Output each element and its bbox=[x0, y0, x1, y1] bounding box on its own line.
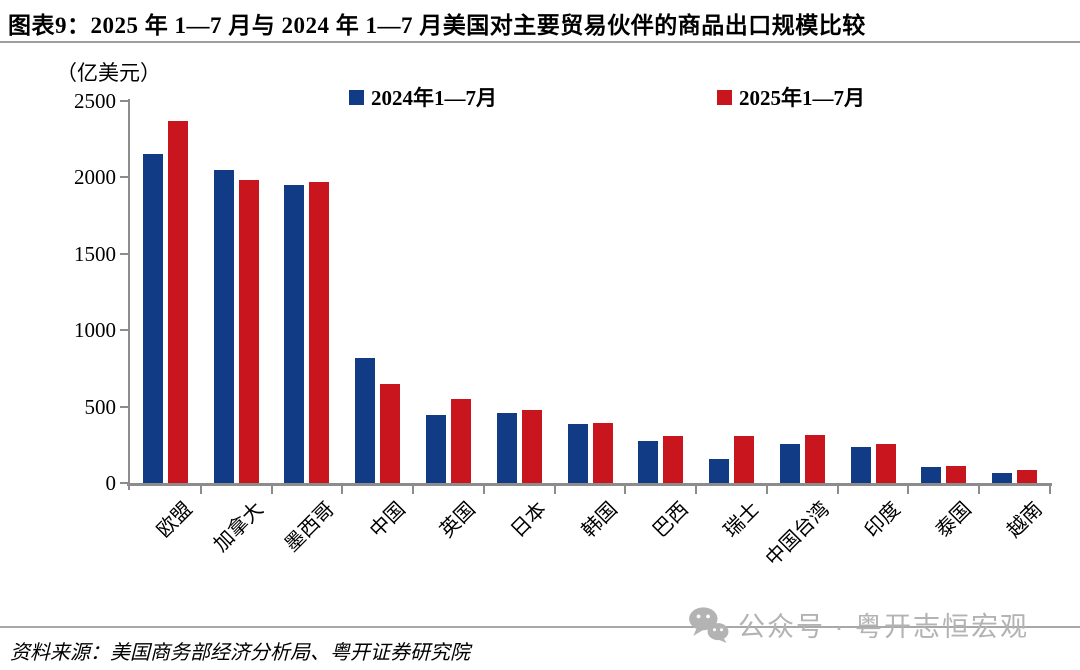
bar-2024年1—7月-英国 bbox=[425, 415, 446, 483]
watermark-text: 公众号 · 粤开志恒宏观 bbox=[738, 612, 1029, 642]
y-axis-tick bbox=[120, 176, 128, 179]
legend-swatch-2024 bbox=[349, 89, 364, 105]
bar-2024年1—7月-加拿大 bbox=[213, 169, 234, 483]
x-axis-label-韩国: 韩国 bbox=[577, 498, 622, 543]
x-axis-tick bbox=[270, 486, 273, 494]
figure-title: 图表9：2025 年 1—7 月与 2024 年 1—7 月美国对主要贸易伙伴的… bbox=[8, 13, 866, 38]
bar-2025年1—7月-中国 bbox=[380, 383, 401, 483]
watermark-divider bbox=[0, 626, 1080, 628]
x-axis-tick bbox=[907, 486, 910, 494]
bar-2024年1—7月-越南 bbox=[992, 472, 1013, 483]
x-axis-tick bbox=[1049, 486, 1051, 494]
title-divider bbox=[0, 41, 1080, 43]
x-axis-line bbox=[127, 483, 1052, 486]
x-axis-tick bbox=[624, 486, 627, 494]
bar-2024年1—7月-印度 bbox=[850, 446, 871, 483]
bar-2024年1—7月-韩国 bbox=[567, 423, 588, 483]
bar-2025年1—7月-印度 bbox=[875, 443, 896, 483]
bar-2024年1—7月-中国 bbox=[355, 358, 376, 483]
x-axis-label-泰国: 泰国 bbox=[931, 498, 976, 543]
bar-2025年1—7月-越南 bbox=[1017, 470, 1038, 483]
wechat-icon bbox=[689, 607, 729, 643]
x-axis-label-中国: 中国 bbox=[365, 498, 410, 543]
bar-2024年1—7月-墨西哥 bbox=[284, 185, 305, 483]
bar-2025年1—7月-日本 bbox=[521, 409, 542, 483]
y-axis-tick bbox=[120, 100, 128, 102]
legend-label-2025: 2025年1—7月 bbox=[739, 86, 865, 110]
y-axis-tick bbox=[120, 329, 128, 332]
bar-2025年1—7月-巴西 bbox=[663, 435, 684, 483]
x-axis-tick bbox=[978, 486, 981, 494]
x-axis-label-印度: 印度 bbox=[861, 498, 905, 543]
bar-2024年1—7月-中国台湾 bbox=[779, 444, 800, 483]
x-axis-tick bbox=[412, 486, 415, 494]
watermark: 公众号 · 粤开志恒宏观 bbox=[688, 605, 1029, 644]
x-axis-label-巴西: 巴西 bbox=[648, 498, 693, 543]
y-axis-label: 500 bbox=[84, 394, 117, 419]
bar-2025年1—7月-韩国 bbox=[592, 422, 613, 483]
y-axis-tick bbox=[120, 482, 128, 484]
bar-2025年1—7月-墨西哥 bbox=[309, 181, 330, 483]
y-axis-label: 2500 bbox=[74, 89, 116, 113]
x-axis-tick bbox=[199, 486, 202, 494]
x-axis-tick bbox=[482, 486, 485, 494]
x-axis-tick bbox=[765, 486, 768, 494]
bar-2025年1—7月-中国台湾 bbox=[804, 435, 825, 483]
bar-2024年1—7月-欧盟 bbox=[142, 154, 163, 483]
y-axis-label: 2000 bbox=[74, 165, 116, 190]
y-axis-line bbox=[128, 99, 130, 490]
x-axis-tick bbox=[553, 486, 556, 494]
x-axis-label-加拿大: 加拿大 bbox=[209, 498, 268, 557]
legend-item-2025: 2025年1—7月 bbox=[717, 82, 865, 112]
x-axis-label-英国: 英国 bbox=[436, 498, 481, 543]
x-axis-label-欧盟: 欧盟 bbox=[153, 498, 198, 543]
x-axis-label-瑞士: 瑞士 bbox=[719, 498, 764, 543]
x-axis-label-日本: 日本 bbox=[507, 498, 552, 543]
x-axis-label-中国台湾: 中国台湾 bbox=[761, 498, 835, 571]
y-axis-label: 1500 bbox=[74, 241, 116, 266]
bar-2024年1—7月-日本 bbox=[496, 413, 517, 483]
bar-2025年1—7月-泰国 bbox=[946, 466, 967, 483]
y-axis-tick bbox=[120, 405, 128, 408]
bar-2024年1—7月-巴西 bbox=[638, 441, 659, 483]
bar-2024年1—7月-泰国 bbox=[921, 467, 942, 483]
legend-label-2024: 2024年1—7月 bbox=[371, 86, 497, 110]
x-axis-tick bbox=[836, 486, 839, 494]
y-axis-label: 1000 bbox=[74, 318, 116, 343]
source-note: 资料来源：美国商务部经济分析局、粤开证券研究院 bbox=[10, 642, 470, 664]
bar-2024年1—7月-瑞士 bbox=[709, 459, 730, 483]
y-axis-label: 0 bbox=[105, 471, 117, 495]
x-axis-label-越南: 越南 bbox=[1002, 498, 1047, 543]
y-axis-unit-label: （亿美元） bbox=[56, 61, 161, 85]
y-axis-tick bbox=[120, 252, 128, 255]
x-axis-tick bbox=[341, 486, 344, 494]
legend-swatch-2025 bbox=[717, 89, 732, 105]
bar-2025年1—7月-加拿大 bbox=[238, 179, 259, 483]
x-axis-label-墨西哥: 墨西哥 bbox=[280, 498, 339, 557]
bar-2025年1—7月-瑞士 bbox=[734, 435, 755, 483]
legend-item-2024: 2024年1—7月 bbox=[349, 82, 497, 112]
bar-2025年1—7月-英国 bbox=[450, 399, 471, 483]
x-axis-tick bbox=[695, 486, 698, 494]
bar-2025年1—7月-欧盟 bbox=[167, 120, 188, 483]
